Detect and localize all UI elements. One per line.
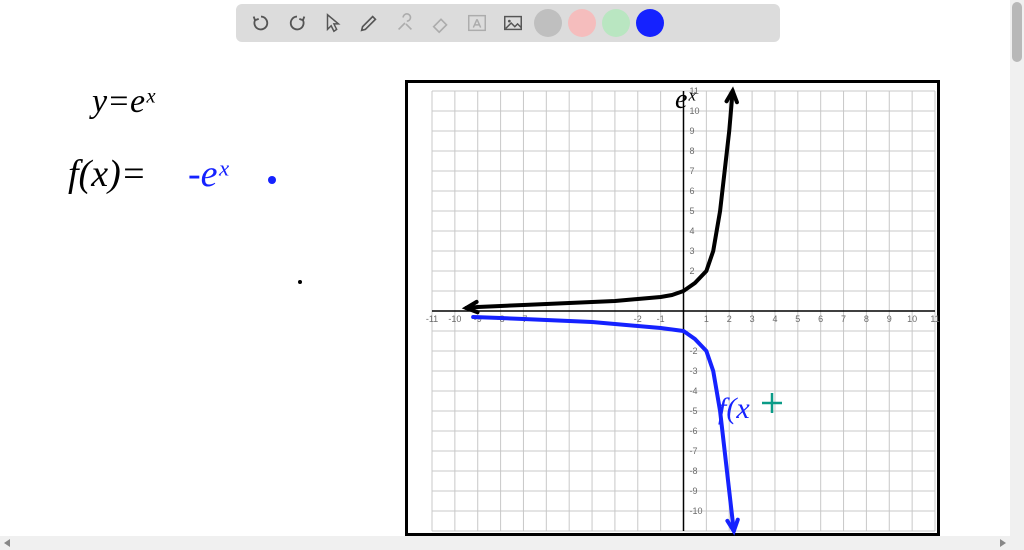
svg-text:-9: -9 [690,486,698,496]
svg-text:-10: -10 [448,314,461,324]
svg-text:3: 3 [750,314,755,324]
undo-icon [250,12,272,34]
svg-text:9: 9 [690,126,695,136]
svg-text:9: 9 [887,314,892,324]
blue-dot [268,176,276,184]
svg-text:8: 8 [864,314,869,324]
pen-button[interactable] [354,8,384,38]
image-button[interactable] [498,8,528,38]
svg-text:-3: -3 [690,366,698,376]
svg-text:1: 1 [704,314,709,324]
svg-text:5: 5 [690,206,695,216]
svg-text:-7: -7 [690,446,698,456]
svg-text:7: 7 [841,314,846,324]
v-scroll-thumb[interactable] [1012,2,1022,62]
svg-text:3: 3 [690,246,695,256]
svg-text:-11: -11 [426,314,438,324]
svg-text:-1: -1 [657,314,665,324]
svg-text:10: 10 [690,106,700,116]
svg-text:-4: -4 [690,386,698,396]
pointer-button[interactable] [318,8,348,38]
color-green[interactable] [602,9,630,37]
color-pink[interactable] [568,9,596,37]
svg-text:6: 6 [818,314,823,324]
eraser-icon [430,12,452,34]
h-scroll-left-arrow[interactable] [4,539,10,547]
horizontal-scrollbar[interactable] [0,536,1010,550]
svg-text:4: 4 [690,226,695,236]
color-gray[interactable] [534,9,562,37]
color-blue[interactable] [636,9,664,37]
svg-text:-5: -5 [690,406,698,416]
equation-fx-suffix: -eˣ [188,153,230,195]
svg-text:-2: -2 [634,314,642,324]
equation-y-ex: y=eˣ [89,83,156,120]
svg-text:4: 4 [772,314,777,324]
tools-button[interactable] [390,8,420,38]
svg-text:2: 2 [727,314,732,324]
equation-fx-prefix: f(x)= [68,153,146,195]
image-icon [502,12,524,34]
pen-icon [358,12,380,34]
text-icon [466,12,488,34]
redo-icon [286,12,308,34]
svg-text:11: 11 [930,314,939,324]
h-scroll-right-arrow[interactable] [1000,539,1006,547]
redo-button[interactable] [282,8,312,38]
svg-text:10: 10 [907,314,917,324]
undo-button[interactable] [246,8,276,38]
svg-text:-10: -10 [690,506,703,516]
black-dot [298,280,302,284]
wrench-icon [394,12,416,34]
svg-text:-8: -8 [690,466,698,476]
eraser-button[interactable] [426,8,456,38]
vertical-scrollbar[interactable] [1010,0,1024,536]
svg-text:2: 2 [690,266,695,276]
scroll-corner [1010,536,1024,550]
svg-text:5: 5 [795,314,800,324]
svg-text:7: 7 [690,166,695,176]
textbox-button[interactable] [462,8,492,38]
drawing-toolbar [236,4,780,42]
svg-text:11: 11 [690,86,699,96]
graph-frame: -11-10-9-8-7-2-11234567891011-10-9-8-7-6… [405,80,940,536]
svg-text:8: 8 [690,146,695,156]
svg-text:6: 6 [690,186,695,196]
svg-text:-2: -2 [690,346,698,356]
graph-svg: -11-10-9-8-7-2-11234567891011-10-9-8-7-6… [408,83,943,539]
pointer-icon [322,12,344,34]
svg-text:-6: -6 [690,426,698,436]
